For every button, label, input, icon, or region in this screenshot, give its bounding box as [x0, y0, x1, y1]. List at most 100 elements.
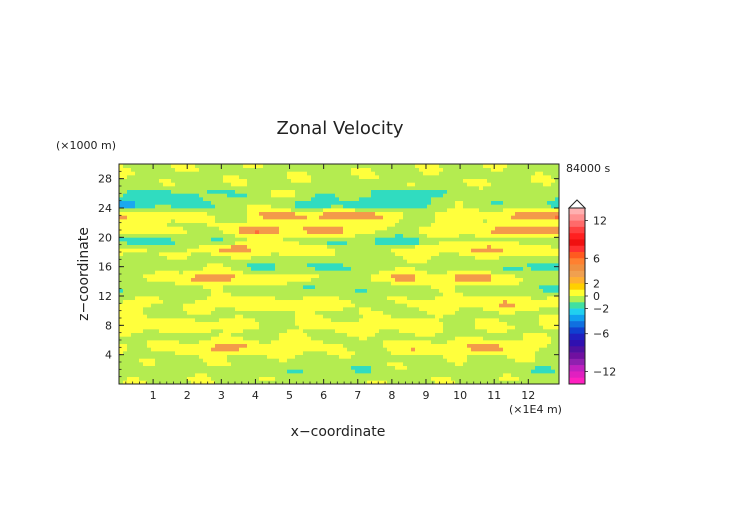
heatmap-cell	[411, 288, 416, 293]
heatmap-cell	[235, 325, 240, 330]
heatmap-cell	[443, 193, 448, 198]
heatmap-cell	[367, 351, 372, 356]
heatmap-cell	[395, 288, 400, 293]
heatmap-cell	[179, 189, 184, 194]
heatmap-cell	[283, 175, 288, 180]
heatmap-cell	[179, 340, 184, 345]
heatmap-cell	[283, 325, 288, 330]
heatmap-cell	[283, 318, 288, 323]
heatmap-cell	[363, 277, 368, 282]
heatmap-cell	[395, 222, 400, 227]
heatmap-cell	[443, 369, 448, 374]
heatmap-cell	[431, 178, 436, 183]
heatmap-cell	[279, 167, 284, 172]
heatmap-cell	[143, 222, 148, 227]
heatmap-cell	[267, 255, 272, 260]
heatmap-cell	[211, 307, 216, 312]
heatmap-cell	[175, 175, 180, 180]
heatmap-cell	[423, 211, 428, 216]
heatmap-cell	[235, 167, 240, 172]
heatmap-cell	[255, 241, 260, 246]
heatmap-cell	[307, 373, 312, 378]
heatmap-cell	[227, 178, 232, 183]
heatmap-cell	[375, 380, 380, 385]
heatmap-cell	[263, 285, 268, 290]
heatmap-cell	[251, 171, 256, 176]
heatmap-cell	[383, 175, 388, 180]
heatmap-cell	[163, 369, 168, 374]
heatmap-cell	[123, 303, 128, 308]
heatmap-cell	[335, 178, 340, 183]
heatmap-cell	[363, 314, 368, 319]
heatmap-cell	[391, 189, 396, 194]
heatmap-cell	[375, 241, 380, 246]
heatmap-cell	[199, 248, 204, 253]
heatmap-cell	[331, 340, 336, 345]
heatmap-cell	[335, 325, 340, 330]
heatmap-cell	[427, 310, 432, 315]
heatmap-cell	[123, 171, 128, 176]
heatmap-cell	[339, 259, 344, 264]
heatmap-cell	[283, 233, 288, 238]
heatmap-cell	[315, 314, 320, 319]
heatmap-cell	[295, 292, 300, 297]
heatmap-cell	[355, 336, 360, 341]
heatmap-cell	[371, 299, 376, 304]
heatmap-cell	[259, 296, 264, 301]
heatmap-cell	[283, 299, 288, 304]
heatmap-cell	[375, 307, 380, 312]
heatmap-cell	[335, 259, 340, 264]
heatmap-cell	[403, 336, 408, 341]
heatmap-cell	[339, 208, 344, 213]
heatmap-cell	[159, 200, 164, 205]
heatmap-cell	[167, 193, 172, 198]
heatmap-cell	[331, 285, 336, 290]
heatmap-cell	[287, 226, 292, 231]
chart-title: Zonal Velocity	[276, 118, 403, 139]
heatmap-cell	[387, 233, 392, 238]
heatmap-cell	[439, 365, 444, 370]
heatmap-cell	[427, 270, 432, 275]
heatmap-cell	[287, 252, 292, 257]
heatmap-cell	[183, 255, 188, 260]
heatmap-cell	[231, 178, 236, 183]
heatmap-cell	[379, 314, 384, 319]
heatmap-cell	[143, 369, 148, 374]
heatmap-cell	[123, 215, 128, 220]
heatmap-cell	[175, 299, 180, 304]
heatmap-cell	[443, 215, 448, 220]
heatmap-cell	[279, 277, 284, 282]
heatmap-cell	[267, 204, 272, 209]
heatmap-cell	[331, 325, 336, 330]
heatmap-cell	[311, 186, 316, 191]
heatmap-cell	[379, 171, 384, 176]
heatmap-cell	[247, 171, 252, 176]
heatmap-cell	[287, 270, 292, 275]
heatmap-cell	[443, 277, 448, 282]
heatmap-cell	[395, 292, 400, 297]
heatmap-cell	[291, 325, 296, 330]
heatmap-cell	[335, 376, 340, 381]
heatmap-cell	[267, 248, 272, 253]
heatmap-cell	[435, 167, 440, 172]
heatmap-cell	[347, 380, 352, 385]
heatmap-cell	[303, 288, 308, 293]
heatmap-cell	[279, 175, 284, 180]
heatmap-cell	[219, 351, 224, 356]
heatmap-cell	[447, 362, 452, 367]
heatmap-cell	[279, 307, 284, 312]
heatmap-cell	[291, 263, 296, 268]
heatmap-cell	[295, 358, 300, 363]
heatmap-cell	[147, 219, 152, 224]
heatmap-cell	[291, 274, 296, 279]
heatmap-cell	[355, 340, 360, 345]
heatmap-cell	[403, 164, 408, 169]
heatmap-cell	[227, 299, 232, 304]
heatmap-cell	[135, 285, 140, 290]
heatmap-cell	[255, 200, 260, 205]
heatmap-cell	[303, 307, 308, 312]
heatmap-cell	[411, 270, 416, 275]
heatmap-cell	[419, 281, 424, 286]
heatmap-cell	[327, 230, 332, 235]
heatmap-cell	[391, 288, 396, 293]
